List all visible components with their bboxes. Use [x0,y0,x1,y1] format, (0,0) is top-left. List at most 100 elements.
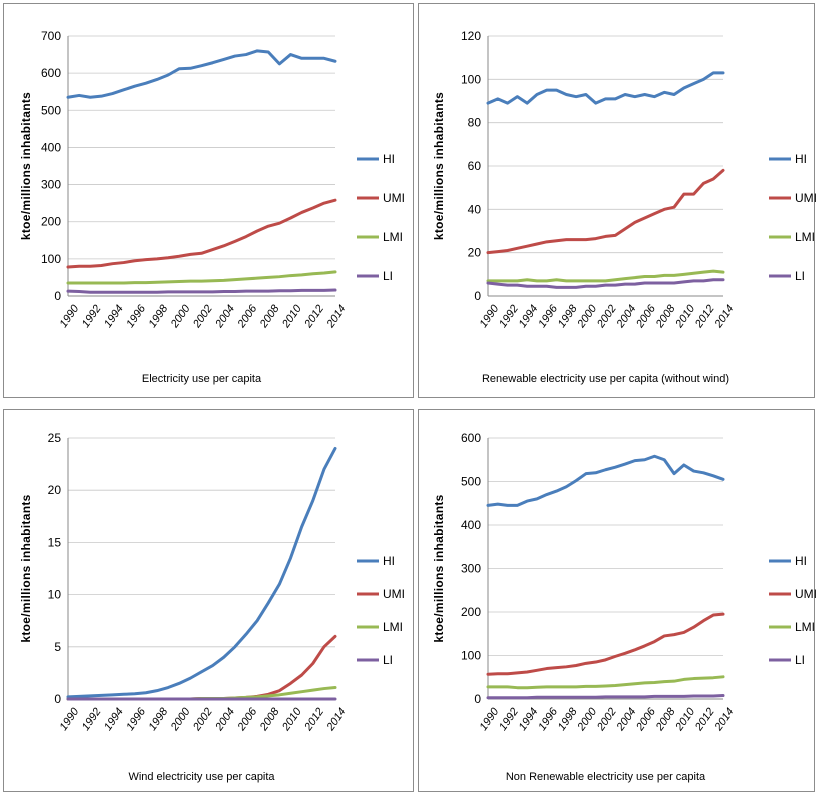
series-line-lmi [66,686,337,701]
y-tick-label: 500 [461,475,481,489]
x-tick-label: 1994 [517,706,541,733]
legend-label: LI [795,653,805,667]
y-tick-label: 300 [461,562,481,576]
x-tick-label: 2008 [257,302,282,330]
y-tick-label: 10 [48,588,62,602]
x-tick-label: 2000 [168,705,193,733]
x-tick-label: 1996 [124,705,148,733]
chart-panel-wind: 0 5 10 15 20 25 1990 1992 1994 1996 1998 2000 2002 20… [3,409,414,792]
y-tick-label: 0 [54,289,61,303]
x-tick-label: 1992 [80,706,104,733]
y-tick-label: 400 [41,140,61,154]
chart-caption: Renewable electricity use per capita (wi… [482,373,729,385]
x-tick-label: 1994 [102,303,126,330]
x-tick-label: 2012 [302,706,326,734]
legend-label: LI [795,269,805,283]
y-tick-label: 0 [474,289,481,303]
x-tick-label: 2004 [213,706,237,734]
chart-svg: 0100200300400500600199019921994199619982… [432,431,816,783]
legend-label: HI [383,152,395,166]
y-tick-label: 300 [41,178,61,192]
x-tick-label: 2010 [673,302,698,330]
x-tick-label: 2014 [324,303,348,331]
x-tick-label: 2012 [302,303,326,331]
x-tick-label: 1990 [57,302,81,330]
legend-label: LMI [795,620,815,634]
x-tick-label: 2004 [614,706,638,734]
x-tick-label: 2000 [168,302,193,330]
x-tick-label: 2006 [634,302,659,330]
legend-label: LMI [795,230,815,244]
chart-panel-non-renewable: 0 100 200 300 400 500 600 1990 1992 1994 1996 1998 2… [418,409,816,792]
legend-label: UMI [795,587,816,601]
x-tick-label: 2010 [673,705,698,733]
x-tick-label: 2010 [279,705,304,733]
chart-caption: Electricity use per capita [142,373,262,385]
series-line-umi [486,612,725,676]
legend-label: LMI [383,620,403,634]
y-tick-label: 100 [41,252,61,266]
series-line-hi [66,49,337,99]
x-tick-label: 1998 [556,302,580,330]
x-tick-label: 2014 [324,706,348,734]
legend-label: UMI [383,191,405,205]
legend-label: UMI [795,191,816,205]
y-tick-label: 60 [468,159,482,173]
chart-caption: Non Renewable electricity use per capita [506,771,706,783]
y-tick-label: 600 [461,431,481,445]
legend-label: HI [383,554,395,568]
x-tick-label: 1996 [536,705,560,733]
series-line-umi [66,634,337,701]
series-line-lmi [486,675,725,690]
y-tick-label: 400 [461,518,481,532]
y-tick-label: 20 [468,246,482,260]
chart-caption: Wind electricity use per capita [128,771,275,783]
y-tick-label: 500 [41,103,61,117]
y-tick-label: 100 [461,72,481,86]
y-axis-label: ktoe/millions inhabitants [19,494,33,642]
x-tick-label: 1990 [477,302,501,330]
y-tick-label: 25 [48,431,62,445]
y-axis-label: ktoe/millions inhabitants [432,92,446,240]
x-tick-label: 2012 [692,303,716,331]
x-tick-label: 2008 [653,705,678,733]
x-tick-label: 2004 [614,303,638,331]
y-axis-label: ktoe/millions inhabitants [19,92,33,240]
y-axis-label: ktoe/millions inhabitants [432,494,446,642]
series-line-li [66,288,337,294]
legend-label: LI [383,269,393,283]
x-tick-label: 2006 [634,705,659,733]
x-tick-label: 2002 [190,303,214,331]
chart-svg: 0510152025199019921994199619982000200220… [19,431,405,783]
y-tick-label: 700 [41,29,61,43]
x-tick-label: 2014 [712,706,736,734]
x-tick-label: 1998 [146,705,170,733]
x-tick-label: 2000 [575,302,600,330]
series-line-lmi [66,270,337,285]
legend-label: HI [795,152,807,166]
x-tick-label: 1996 [536,302,560,330]
x-tick-label: 1992 [497,706,521,733]
x-tick-label: 1996 [124,302,148,330]
series-line-hi [486,454,725,507]
y-tick-label: 200 [41,215,61,229]
x-tick-label: 1990 [57,705,81,733]
x-tick-label: 2010 [279,302,304,330]
x-tick-label: 2014 [712,303,736,331]
x-tick-label: 1994 [517,303,541,330]
x-tick-label: 2008 [257,705,282,733]
x-tick-label: 1994 [102,706,126,733]
series-line-lmi [486,269,725,283]
x-tick-label: 1992 [497,303,521,330]
x-tick-label: 2000 [575,705,600,733]
x-tick-label: 2002 [190,706,214,734]
series-line-hi [486,71,725,105]
legend-label: LI [383,653,393,667]
x-tick-label: 1998 [556,705,580,733]
series-line-umi [486,168,725,255]
y-tick-label: 600 [41,66,61,80]
legend-label: UMI [383,587,405,601]
chart-panel-electricity: 0 100 200 300 400 500 600 700 1990 1992 1994 1996 19… [3,3,414,398]
legend-label: HI [795,554,807,568]
x-tick-label: 2008 [653,302,678,330]
